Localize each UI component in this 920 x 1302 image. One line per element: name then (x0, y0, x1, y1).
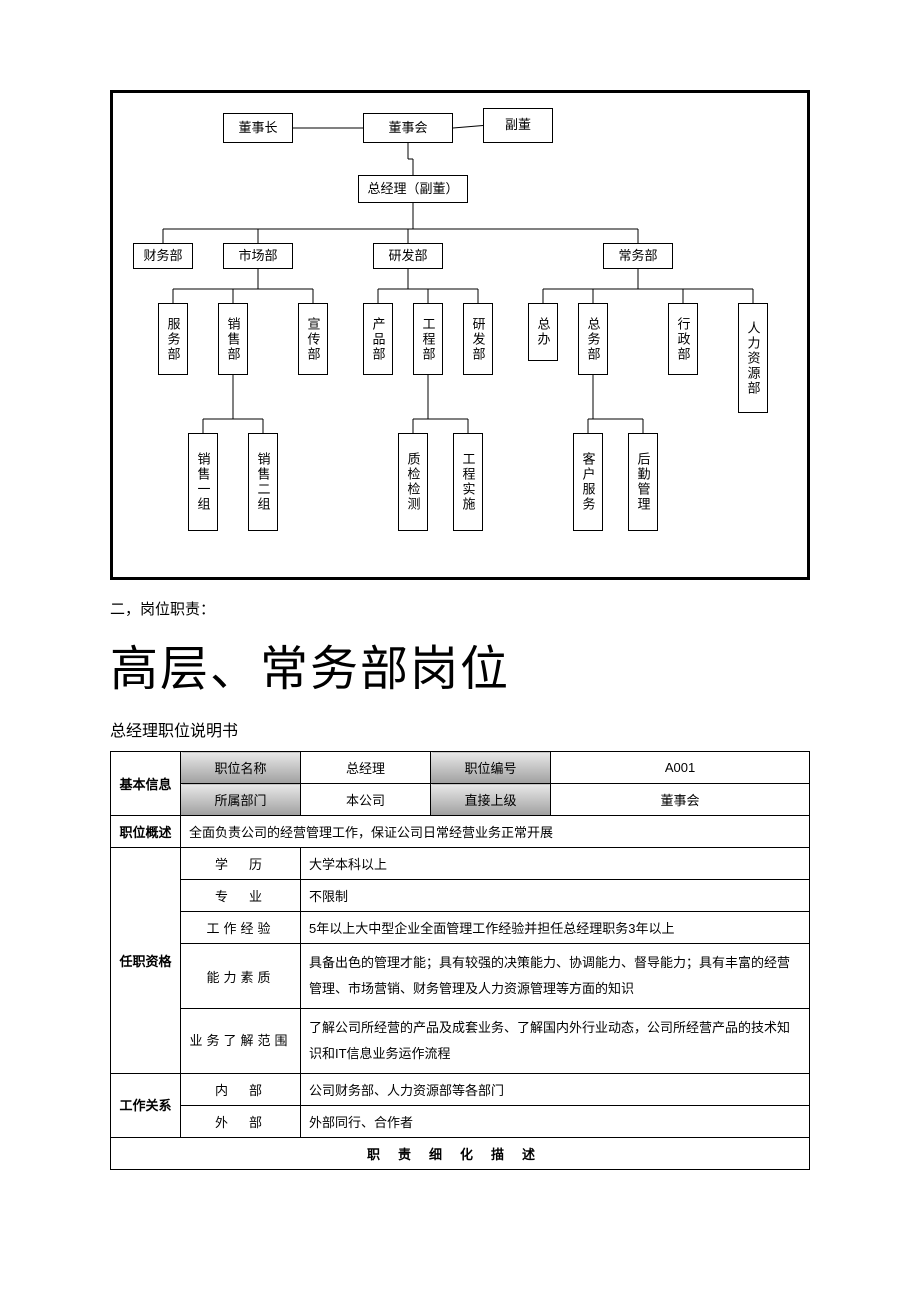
qual-text-4: 了解公司所经营的产品及成套业务、了解国内外行业动态，公司所经营产品的技术知识和I… (301, 1009, 810, 1074)
table-row: 职责细化描述 (111, 1138, 810, 1170)
val-supervisor: 董事会 (551, 784, 810, 816)
table-row: 工作关系 内 部 公司财务部、人力资源部等各部门 (111, 1074, 810, 1106)
org-node-chairman: 董事长 (223, 113, 293, 143)
rel-text-0: 公司财务部、人力资源部等各部门 (301, 1074, 810, 1106)
table-row: 基本信息 职位名称 总经理 职位编号 A001 (111, 752, 810, 784)
org-node-adm: 行政部 (668, 303, 698, 375)
org-node-market: 市场部 (223, 243, 293, 269)
org-node-rdd: 研发部 (463, 303, 493, 375)
pill-position-code: 职位编号 (431, 752, 551, 784)
org-node-svc: 服务部 (158, 303, 188, 375)
table-row: 外 部 外部同行、合作者 (111, 1106, 810, 1138)
org-node-cs: 客户服务 (573, 433, 603, 531)
org-node-prod: 产品部 (363, 303, 393, 375)
org-node-gm: 总经理（副董） (358, 175, 468, 203)
qual-label-0: 学 历 (181, 848, 301, 880)
org-chart-frame: 董事长董事会副董总经理（副董）财务部市场部研发部常务部服务部销售部宣传部产品部工… (110, 90, 810, 580)
detail-head: 职责细化描述 (111, 1138, 810, 1170)
qual-label-4: 业务了解范围 (181, 1009, 301, 1074)
job-table: 基本信息 职位名称 总经理 职位编号 A001 所属部门 本公司 直接上级 董事… (110, 751, 810, 1170)
page: 董事长董事会副董总经理（副董）财务部市场部研发部常务部服务部销售部宣传部产品部工… (0, 0, 920, 1210)
org-node-board: 董事会 (363, 113, 453, 143)
summary-text: 全面负责公司的经营管理工作，保证公司日常经营业务正常开展 (181, 816, 810, 848)
table-row: 职位概述 全面负责公司的经营管理工作，保证公司日常经营业务正常开展 (111, 816, 810, 848)
qual-label-3: 能力素质 (181, 944, 301, 1009)
qual-text-2: 5年以上大中型企业全面管理工作经验并担任总经理职务3年以上 (301, 912, 810, 944)
table-row: 业务了解范围 了解公司所经营的产品及成套业务、了解国内外行业动态，公司所经营产品… (111, 1009, 810, 1074)
section-label: 二，岗位职责： (110, 598, 810, 619)
pill-dept: 所属部门 (181, 784, 301, 816)
big-title: 高层、常务部岗位 (110, 629, 810, 699)
rowhead-qual: 任职资格 (111, 848, 181, 1074)
table-row: 专 业 不限制 (111, 880, 810, 912)
org-node-daily: 常务部 (603, 243, 673, 269)
rel-text-1: 外部同行、合作者 (301, 1106, 810, 1138)
val-dept: 本公司 (301, 784, 431, 816)
org-node-eng: 工程部 (413, 303, 443, 375)
table-row: 任职资格 学 历 大学本科以上 (111, 848, 810, 880)
org-node-sales: 销售部 (218, 303, 248, 375)
qual-text-3: 具备出色的管理才能；具有较强的决策能力、协调能力、督导能力；具有丰富的经营管理、… (301, 944, 810, 1009)
org-node-promo: 宣传部 (298, 303, 328, 375)
org-node-rd: 研发部 (373, 243, 443, 269)
org-node-impl: 工程实施 (453, 433, 483, 531)
table-row: 工作经验 5年以上大中型企业全面管理工作经验并担任总经理职务3年以上 (111, 912, 810, 944)
org-node-s1: 销售一组 (188, 433, 218, 531)
val-position-name: 总经理 (301, 752, 431, 784)
rowhead-relation: 工作关系 (111, 1074, 181, 1138)
org-node-gw: 总务部 (578, 303, 608, 375)
org-node-s2: 销售二组 (248, 433, 278, 531)
table-row: 所属部门 本公司 直接上级 董事会 (111, 784, 810, 816)
org-node-qc: 质检检测 (398, 433, 428, 531)
rowhead-basic: 基本信息 (111, 752, 181, 816)
org-node-vice: 副董 (483, 108, 553, 143)
table-row: 能力素质 具备出色的管理才能；具有较强的决策能力、协调能力、督导能力；具有丰富的… (111, 944, 810, 1009)
pill-supervisor: 直接上级 (431, 784, 551, 816)
rowhead-summary: 职位概述 (111, 816, 181, 848)
val-position-code: A001 (551, 752, 810, 784)
rel-label-1: 外 部 (181, 1106, 301, 1138)
org-node-hr: 人力资源部 (738, 303, 768, 413)
org-node-gb: 总办 (528, 303, 558, 361)
sub-title: 总经理职位说明书 (110, 717, 810, 741)
qual-text-1: 不限制 (301, 880, 810, 912)
qual-label-2: 工作经验 (181, 912, 301, 944)
org-node-finance: 财务部 (133, 243, 193, 269)
qual-label-1: 专 业 (181, 880, 301, 912)
rel-label-0: 内 部 (181, 1074, 301, 1106)
qual-text-0: 大学本科以上 (301, 848, 810, 880)
pill-position-name: 职位名称 (181, 752, 301, 784)
org-node-log: 后勤管理 (628, 433, 658, 531)
